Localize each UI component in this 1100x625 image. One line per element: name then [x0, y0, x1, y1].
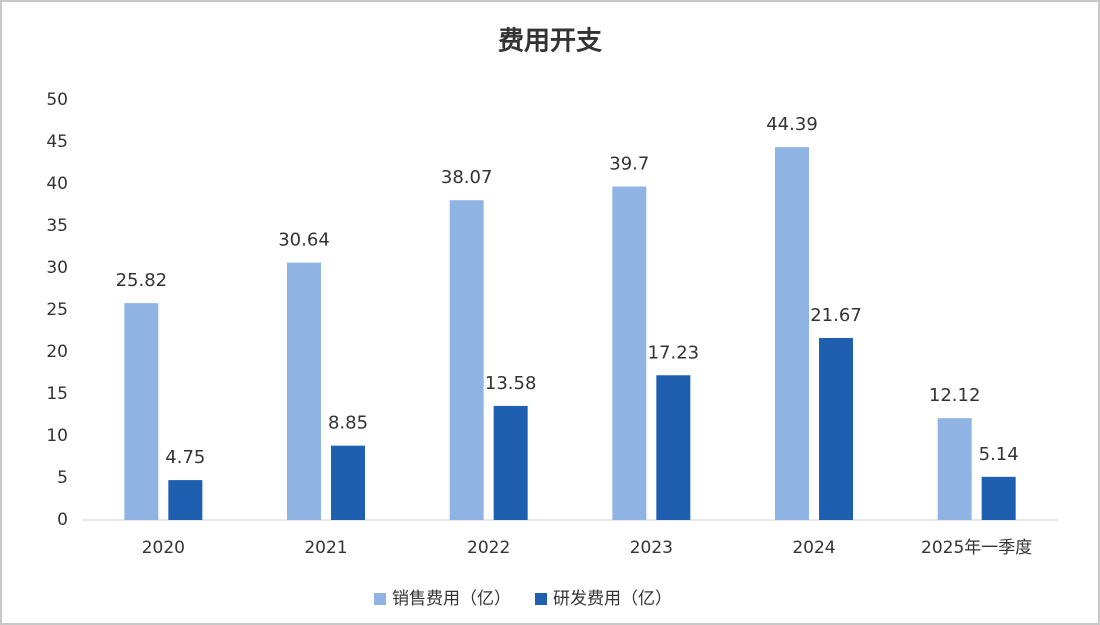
x-tick-label: 2022 [467, 538, 510, 558]
bar [449, 200, 484, 520]
value-label: 21.67 [810, 305, 862, 326]
y-tick-label: 45 [46, 132, 68, 152]
value-label: 13.58 [485, 373, 537, 394]
y-tick-label: 20 [46, 342, 68, 362]
y-tick-label: 5 [57, 468, 68, 488]
value-label: 5.14 [979, 444, 1019, 465]
y-tick-label: 25 [46, 300, 68, 320]
x-tick-label: 2023 [630, 538, 673, 558]
y-tick-label: 50 [46, 90, 68, 110]
bar [656, 375, 691, 520]
y-tick-label: 35 [46, 216, 68, 236]
value-label: 4.75 [165, 447, 205, 468]
x-tick-label: 2025年一季度 [921, 538, 1032, 558]
bar [981, 476, 1016, 520]
x-tick-label: 2021 [304, 538, 347, 558]
y-tick-label: 15 [46, 384, 68, 404]
bar [168, 480, 203, 520]
value-label: 8.85 [328, 413, 368, 434]
legend-swatch [374, 593, 386, 605]
legend-swatch [535, 593, 547, 605]
value-label: 25.82 [116, 270, 168, 291]
chart-title: 费用开支 [498, 27, 602, 57]
legend-label: 销售费用（亿） [392, 589, 511, 609]
value-label: 38.07 [441, 167, 493, 188]
x-tick-label: 2020 [142, 538, 185, 558]
value-label: 39.7 [609, 154, 649, 175]
y-tick-label: 0 [57, 510, 68, 530]
bar [775, 147, 809, 520]
value-label: 30.64 [278, 230, 330, 251]
legend-label: 研发费用（亿） [553, 589, 672, 609]
bar [124, 303, 159, 520]
y-tick-label: 10 [46, 426, 68, 446]
x-tick-label: 2024 [792, 538, 835, 558]
bar [819, 337, 853, 520]
value-label: 17.23 [648, 342, 700, 363]
bar [331, 445, 365, 520]
bar [612, 186, 647, 520]
value-label: 44.39 [766, 114, 818, 135]
value-label: 12.12 [929, 385, 981, 406]
y-tick-label: 40 [46, 174, 68, 194]
bar [287, 262, 321, 520]
bar [493, 405, 528, 520]
bar [937, 418, 972, 520]
y-tick-label: 30 [46, 258, 68, 278]
